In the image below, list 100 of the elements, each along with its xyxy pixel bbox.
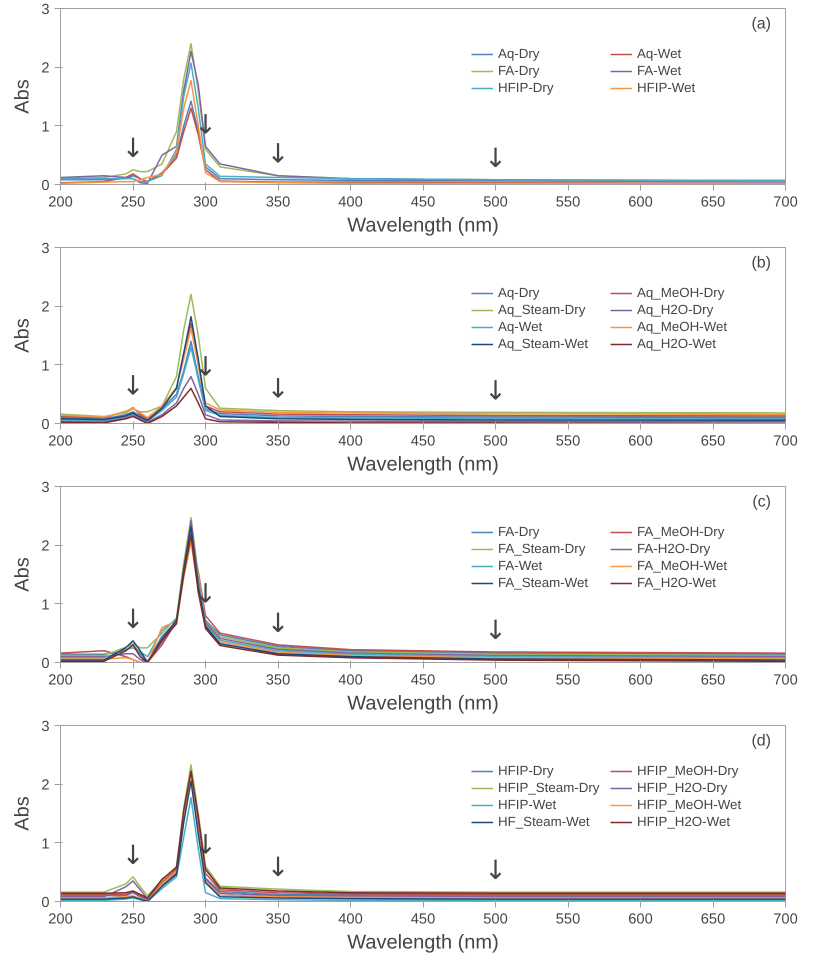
legend-label: Aq-Dry xyxy=(498,46,540,61)
y-tick-label: 3 xyxy=(41,241,50,257)
x-tick-label: 700 xyxy=(773,672,798,688)
y-tick-label: 1 xyxy=(41,597,50,614)
legend-label: HFIP-Wet xyxy=(498,797,558,812)
x-tick-label: 700 xyxy=(773,434,798,450)
legend-label: FA-H2O-Dry xyxy=(637,541,712,556)
x-tick-label: 450 xyxy=(410,912,436,928)
x-tick-label: 250 xyxy=(120,434,146,450)
annotation: ↓ xyxy=(122,132,144,164)
legend-label: HFIP_H2O-Wet xyxy=(637,814,732,829)
legend-label: Aq-Dry xyxy=(498,285,540,300)
y-axis-title: Abs xyxy=(11,557,34,592)
legend-label: FA_Steam-Wet xyxy=(498,575,590,590)
legend-label: Aq_MeOH-Wet xyxy=(637,319,728,334)
x-tick-label: 450 xyxy=(410,434,436,450)
x-tick-label: 600 xyxy=(628,194,653,210)
x-tick-label: 350 xyxy=(266,434,290,450)
legend-label: HFIP-Dry xyxy=(498,763,555,778)
y-tick-label: 1 xyxy=(41,358,50,374)
x-tick-label: 350 xyxy=(266,194,290,210)
x-axis-title: Wavelength (nm) xyxy=(347,214,499,236)
x-tick-label: 650 xyxy=(700,912,726,928)
annotation: ↓ xyxy=(484,375,507,406)
y-tick-label: 2 xyxy=(41,778,50,794)
x-tick-label: 250 xyxy=(120,194,146,210)
x-tick-label: 350 xyxy=(266,672,290,688)
annotation: ↓ xyxy=(266,852,290,884)
legend-label: FA_MeOH-Dry xyxy=(637,524,726,539)
x-axis-title: Wavelength (nm) xyxy=(347,454,499,476)
legend-label: FA-Dry xyxy=(498,524,540,539)
annotation: ↓ xyxy=(484,142,507,174)
x-tick-label: 400 xyxy=(338,434,363,450)
annotation: ↓ xyxy=(122,604,144,635)
legend-label: Aq-Wet xyxy=(637,46,682,61)
legend-label: Aq_Steam-Wet xyxy=(498,336,590,351)
annotation: ↓ xyxy=(484,855,507,886)
chart-title: (b) xyxy=(751,254,772,272)
x-tick-label: 600 xyxy=(628,672,653,688)
legend-label: HFIP-Wet xyxy=(637,80,696,95)
x-tick-label: 450 xyxy=(410,672,436,688)
x-tick-label: 550 xyxy=(556,672,580,688)
x-tick-label: 700 xyxy=(773,194,798,210)
x-tick-label: 450 xyxy=(410,194,436,210)
legend-label: HFIP_MeOH-Wet xyxy=(637,797,742,812)
chart-title: (d) xyxy=(751,732,772,750)
x-tick-label: 200 xyxy=(48,194,73,210)
x-axis-title: Wavelength (nm) xyxy=(347,692,499,714)
y-tick-label: 3 xyxy=(41,480,50,496)
y-tick-label: 2 xyxy=(41,60,50,77)
x-tick-label: 300 xyxy=(193,912,218,928)
x-tick-label: 550 xyxy=(556,194,580,210)
x-tick-label: 500 xyxy=(483,912,508,928)
x-tick-label: 250 xyxy=(120,672,146,688)
y-tick-label: 0 xyxy=(41,656,50,672)
x-tick-label: 200 xyxy=(48,434,73,450)
x-tick-label: 600 xyxy=(628,912,653,928)
y-tick-label: 0 xyxy=(41,178,50,194)
x-tick-label: 650 xyxy=(700,672,726,688)
x-tick-label: 550 xyxy=(556,434,580,450)
chart-title: (a) xyxy=(751,16,772,33)
x-tick-label: 300 xyxy=(193,672,218,688)
x-tick-label: 250 xyxy=(120,912,146,928)
x-axis-title: Wavelength (nm) xyxy=(347,932,499,954)
annotation: ↓ xyxy=(122,370,144,402)
legend-label: HFIP_MeOH-Dry xyxy=(637,763,740,778)
x-tick-label: 350 xyxy=(266,912,290,928)
y-axis-title: Abs xyxy=(11,318,34,353)
annotation: ↓ xyxy=(266,608,290,639)
x-tick-label: 500 xyxy=(483,434,508,450)
x-tick-label: 300 xyxy=(193,194,218,210)
x-tick-label: 400 xyxy=(338,672,363,688)
y-tick-label: 2 xyxy=(41,300,50,316)
legend-label: Aq_MeOH-Dry xyxy=(637,285,726,300)
annotation: ↓ xyxy=(484,614,507,646)
legend-label: HFIP-Dry xyxy=(498,80,555,95)
y-axis-title: Abs xyxy=(11,79,34,114)
x-tick-label: 500 xyxy=(483,194,508,210)
x-tick-label: 700 xyxy=(773,912,798,928)
x-tick-label: 650 xyxy=(700,194,726,210)
y-tick-label: 3 xyxy=(41,719,50,735)
legend-label: FA-Dry xyxy=(498,63,540,78)
legend-label: HFIP_Steam-Dry xyxy=(498,780,600,795)
legend-label: FA-Wet xyxy=(498,558,544,573)
annotation: ↓ xyxy=(266,138,290,170)
x-tick-label: 650 xyxy=(700,434,726,450)
chart-title: (c) xyxy=(752,494,771,511)
x-tick-label: 400 xyxy=(338,194,363,210)
x-tick-label: 200 xyxy=(48,672,73,688)
legend-label: FA_MeOH-Wet xyxy=(637,558,728,573)
legend-label: Aq_H2O-Dry xyxy=(637,302,714,317)
annotation: ↓ xyxy=(122,840,144,871)
x-tick-label: 300 xyxy=(193,434,218,450)
y-axis-title: Abs xyxy=(11,796,34,831)
legend-label: Aq-Wet xyxy=(498,319,544,334)
legend-label: Aq_H2O-Wet xyxy=(637,336,718,351)
y-tick-label: 2 xyxy=(41,538,50,555)
annotation: ↓ xyxy=(266,374,290,405)
legend-label: Aq_Steam-Dry xyxy=(498,302,586,317)
x-tick-label: 550 xyxy=(556,912,580,928)
